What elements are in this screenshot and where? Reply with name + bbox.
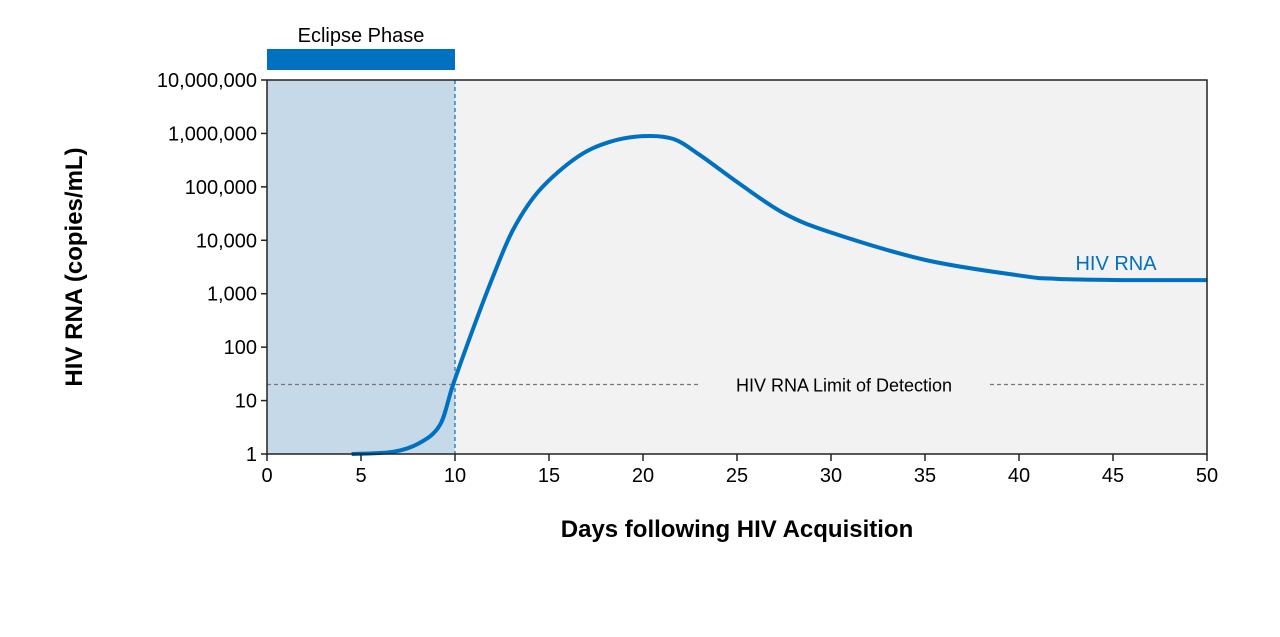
x-tick-label: 40 <box>1008 465 1030 487</box>
y-tick-label: 10 <box>235 391 257 413</box>
y-axis-title: HIV RNA (copies/mL) <box>61 147 88 386</box>
y-tick-label: 100,000 <box>185 177 257 199</box>
y-tick-label: 100 <box>224 337 257 359</box>
lod-label: HIV RNA Limit of Detection <box>736 375 952 395</box>
eclipse-phase-label: Eclipse Phase <box>298 25 425 47</box>
x-tick-label: 5 <box>355 465 366 487</box>
y-tick-label: 1,000 <box>207 284 257 306</box>
x-tick-label: 10 <box>444 465 466 487</box>
x-tick-label: 0 <box>261 465 272 487</box>
eclipse-phase-region <box>267 80 455 454</box>
series-label: HIV RNA <box>1075 253 1157 275</box>
y-axis: 1 10 100 1,000 10,000 100,000 1,000,000 10,000,… <box>157 70 267 466</box>
x-tick-label: 50 <box>1196 465 1218 487</box>
x-tick-label: 20 <box>632 465 654 487</box>
x-tick-label: 35 <box>914 465 936 487</box>
y-tick-label: 1,000,000 <box>168 123 257 145</box>
x-tick-label: 25 <box>726 465 748 487</box>
y-tick-label: 10,000 <box>196 230 257 252</box>
hiv-rna-series-line <box>351 133 1208 456</box>
eclipse-phase-bar <box>267 49 455 70</box>
x-tick-label: 45 <box>1102 465 1124 487</box>
x-tick-label: 15 <box>538 465 560 487</box>
x-tick-label: 30 <box>820 465 842 487</box>
x-axis: 0 5 10 15 20 25 30 35 40 45 50 <box>261 454 1218 487</box>
x-axis-title: Days following HIV Acquisition <box>561 516 913 543</box>
y-tick-label: 1 <box>246 444 257 466</box>
y-tick-label: 10,000,000 <box>157 70 257 92</box>
